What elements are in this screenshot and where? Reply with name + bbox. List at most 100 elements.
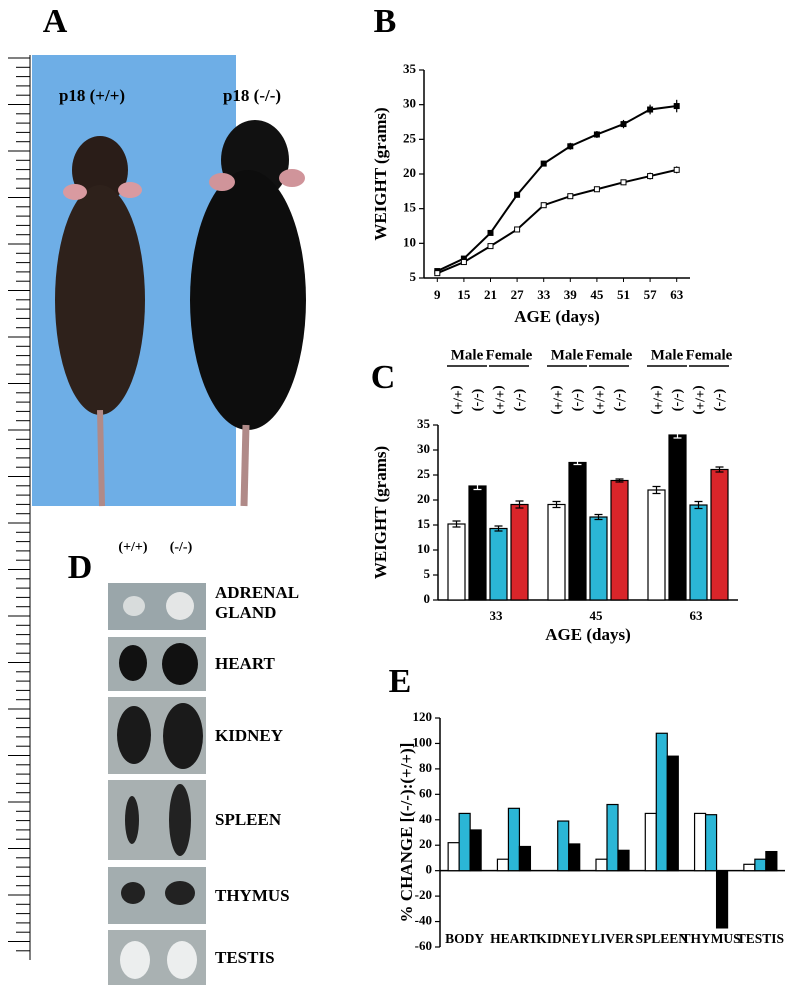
organ-label: THYMUS (215, 886, 290, 905)
line (436, 105, 677, 272)
x-tick-label: SPLEEN (636, 931, 689, 946)
point (593, 186, 600, 193)
error-bar (615, 478, 624, 483)
point (567, 143, 574, 150)
sex-label: Male (651, 347, 684, 363)
bar (644, 812, 657, 872)
x-tick-label: 45 (590, 287, 604, 302)
genotype-label: (+/+) (691, 385, 706, 415)
x-tick-label: 33 (490, 608, 504, 623)
bar (557, 820, 570, 872)
genotype-label: (-/-) (712, 389, 727, 412)
genotype-label: (+/+) (549, 385, 564, 415)
y-tick-label: 0 (424, 591, 431, 606)
bar (617, 849, 630, 872)
point (673, 166, 680, 173)
y-tick-label: 10 (417, 541, 430, 556)
mouse-label: p18 (-/-) (223, 86, 281, 105)
x-tick-label: HEART (490, 931, 538, 946)
point (593, 131, 600, 138)
genotype-label: (-/-) (670, 389, 685, 412)
bar (458, 812, 471, 872)
y-tick-label: 20 (419, 836, 432, 851)
sex-label: Female (686, 347, 733, 363)
panel-label: A (43, 3, 68, 40)
bar (568, 843, 581, 872)
genotype-label: (-/-) (612, 389, 627, 412)
x-tick-label: 39 (564, 287, 578, 302)
x-tick-label: KIDNEY (536, 931, 590, 946)
y-tick-label: 35 (403, 61, 417, 76)
line (436, 168, 677, 275)
mouse-ko (190, 120, 306, 507)
bar (715, 870, 729, 929)
mouse-label: p18 (+/+) (59, 86, 125, 105)
bar (496, 858, 510, 872)
error-bar (652, 485, 661, 495)
y-tick-label: 60 (419, 785, 432, 800)
point (460, 259, 467, 266)
point (514, 226, 521, 233)
x-axis-label: AGE (days) (545, 625, 630, 644)
y-tick-label: 15 (417, 516, 431, 531)
y-axis-label: WEIGHT (grams) (371, 446, 390, 579)
error-bar (552, 500, 561, 509)
bar (568, 461, 587, 601)
x-tick-label: TESTIS (737, 931, 784, 946)
bar (468, 485, 487, 601)
point (540, 202, 547, 209)
y-tick-label: 15 (403, 200, 417, 215)
panel-label: C (371, 359, 396, 396)
organ-label: TESTIS (215, 948, 275, 967)
bar (704, 814, 718, 872)
y-tick-label: 100 (413, 734, 433, 749)
organ-label: SPLEEN (215, 810, 282, 829)
organ-tiles (108, 583, 206, 985)
mouse-wt (55, 136, 145, 507)
error-bar (452, 520, 461, 528)
error-bar (673, 431, 682, 439)
point (647, 173, 654, 180)
bar (765, 850, 778, 872)
panel-label: B (374, 3, 397, 40)
bar (754, 858, 767, 872)
y-tick-label: 30 (417, 441, 430, 456)
y-tick-label: 40 (419, 811, 432, 826)
bar (518, 845, 532, 872)
y-tick-label: 30 (403, 96, 416, 111)
y-tick-label: 25 (403, 130, 417, 145)
x-tick-label: 45 (590, 608, 604, 623)
y-tick-label: -20 (415, 887, 432, 902)
bar (447, 842, 460, 872)
organ-label: ADRENAL GLAND (215, 583, 299, 622)
genotype-label: (-/-) (470, 389, 485, 412)
x-tick-label: LIVER (591, 931, 634, 946)
y-tick-label: 0 (426, 862, 433, 877)
bar (710, 468, 729, 601)
x-tick-label: 57 (644, 287, 658, 302)
bar (589, 516, 608, 601)
point (673, 103, 680, 110)
error-bar (494, 525, 503, 532)
genotype-label: (-/-) (512, 389, 527, 412)
x-tick-label: 15 (457, 287, 471, 302)
bar (647, 489, 666, 601)
bar (693, 812, 707, 872)
x-tick-label: 9 (434, 287, 441, 302)
organ-label: KIDNEY (215, 726, 284, 745)
panel-label: E (389, 663, 412, 700)
bar (447, 523, 466, 601)
x-tick-label: 63 (670, 287, 684, 302)
error-bar (715, 466, 724, 473)
x-tick-label: THYMUS (681, 931, 740, 946)
genotype-label: (+/+) (449, 385, 464, 415)
y-axis-label: WEIGHT (grams) (371, 107, 390, 240)
bar (547, 503, 566, 601)
error-bar (594, 513, 603, 521)
sex-label: Male (451, 347, 484, 363)
organ-column: (+/+) (118, 540, 148, 555)
y-tick-label: 10 (403, 234, 416, 249)
organ-label: HEART (215, 654, 275, 673)
